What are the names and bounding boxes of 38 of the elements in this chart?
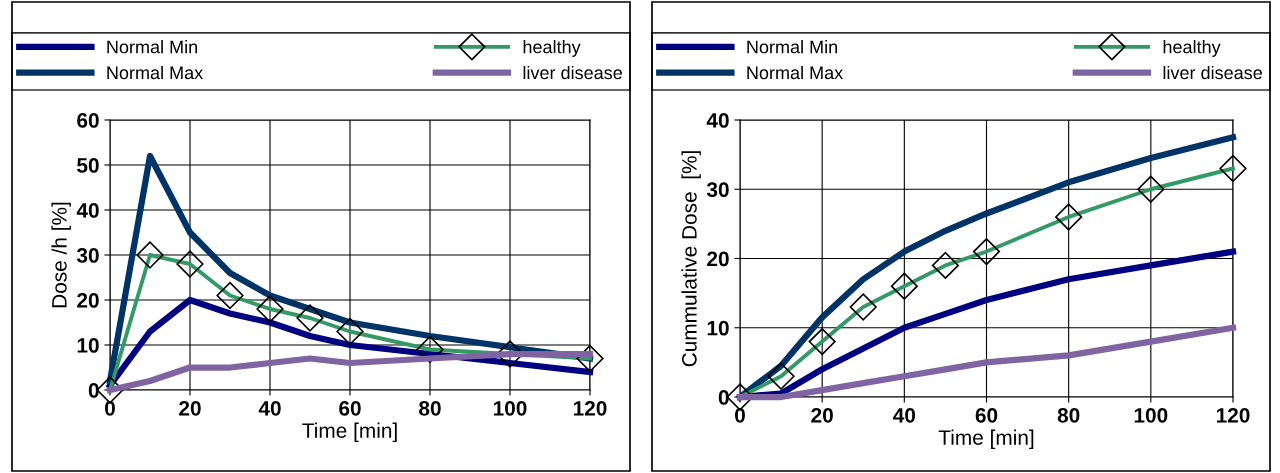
legend-label: healthy [1163, 40, 1221, 57]
x-tick-label: 0 [105, 400, 115, 416]
x-tick-label: 100 [493, 400, 527, 416]
y-axis-title: Cummulative Dose [%] [681, 151, 701, 367]
legend-label: Normal Max [747, 65, 844, 80]
legend-label: Normal Min [107, 40, 198, 54]
legend-label: healthy [523, 40, 581, 57]
x-axis-title: Time [min] [938, 429, 1034, 450]
x-tick-label: 40 [893, 407, 916, 423]
x-tick-label: 120 [1216, 407, 1250, 423]
x-tick-label: 40 [258, 400, 281, 416]
y-tick-label: 10 [77, 338, 99, 353]
legend-label: liver disease [523, 65, 622, 80]
x-tick-label: 0 [735, 407, 745, 423]
x-tick-label: 80 [1057, 407, 1080, 423]
x-tick-label: 120 [573, 400, 607, 416]
y-tick-label: 60 [77, 113, 99, 128]
legend-label: Normal Min [747, 40, 838, 54]
x-tick-label: 60 [975, 407, 998, 423]
y-axis-title: Dose /h [%] [51, 202, 71, 308]
y-tick-label: 0 [88, 383, 99, 398]
y-tick-label: 20 [707, 251, 729, 267]
x-tick-label: 20 [179, 400, 201, 416]
y-tick-label: 30 [76, 248, 99, 263]
x-tick-label: 60 [339, 400, 361, 416]
legend-label: liver disease [1163, 65, 1262, 80]
y-tick-label: 0 [718, 390, 729, 405]
x-tick-label: 100 [1134, 407, 1168, 423]
x-tick-label: 20 [811, 407, 833, 423]
y-tick-label: 40 [76, 203, 99, 218]
y-tick-label: 30 [706, 182, 729, 198]
x-tick-label: 80 [419, 400, 441, 416]
y-tick-label: 20 [77, 293, 99, 308]
y-tick-label: 40 [706, 113, 729, 128]
x-axis-title: Time [min] [302, 422, 397, 443]
y-tick-label: 50 [77, 158, 99, 173]
y-tick-label: 10 [707, 320, 729, 336]
legend-label: Normal Max [107, 65, 204, 80]
